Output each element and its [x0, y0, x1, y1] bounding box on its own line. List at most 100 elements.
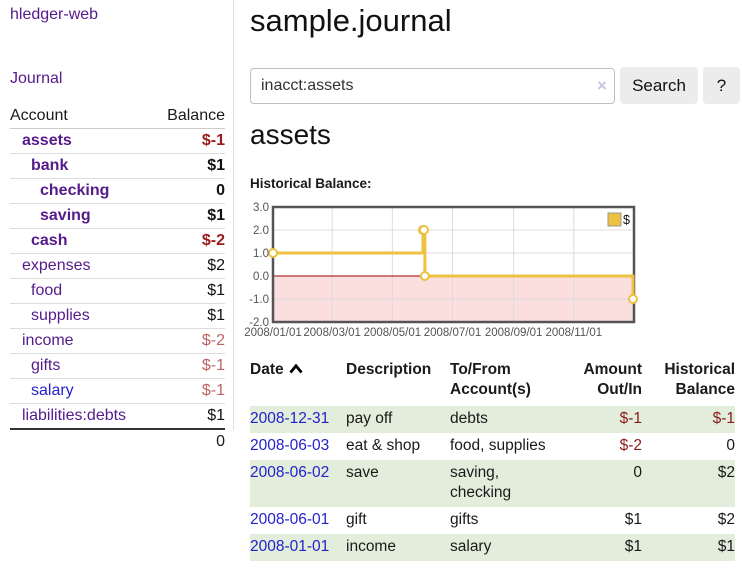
transaction-date-link[interactable]: 2008-12-31 — [250, 409, 330, 427]
sort-ascending-icon — [289, 364, 303, 374]
header-balance: Historical Balance — [664, 361, 735, 398]
account-link[interactable]: bank — [31, 157, 69, 174]
svg-text:2008/03/01: 2008/03/01 — [303, 327, 361, 339]
account-balance: $1 — [155, 278, 225, 304]
transaction-balance: $1 — [717, 538, 735, 556]
transaction-amount: $-2 — [619, 436, 642, 454]
account-link[interactable]: supplies — [31, 307, 90, 324]
transaction-row: 2008-06-01 gift gifts $1 $2 — [250, 507, 735, 534]
account-balance: $-1 — [155, 378, 225, 404]
account-row: gifts $-1 — [10, 353, 225, 379]
transaction-date-link[interactable]: 2008-06-03 — [250, 436, 330, 454]
transaction-amount: 0 — [633, 463, 642, 481]
historical-balance-chart: $3.0 2.0 1.0 0.0 -1.0 -2.0 2008/01/01 2008/03/0… — [240, 198, 742, 346]
chart-title: Historical Balance: — [250, 176, 372, 191]
transactions-header-row: Date Description To/From Account(s) Amou… — [250, 360, 735, 406]
account-link[interactable]: liabilities:debts — [22, 407, 127, 424]
svg-text:$: $ — [623, 213, 630, 227]
transaction-row: 2008-01-01 income salary $1 $1 — [250, 534, 735, 562]
transaction-balance: 0 — [726, 436, 735, 454]
page-title: sample.journal — [250, 3, 452, 38]
account-row: checking 0 — [10, 178, 225, 204]
transaction-description: eat & shop — [346, 436, 421, 454]
help-button[interactable]: ? — [703, 67, 740, 104]
header-accounts: To/From Account(s) — [450, 361, 531, 398]
account-balance: $1 — [155, 203, 225, 229]
account-link[interactable]: checking — [40, 182, 110, 199]
accounts-total-spacer — [10, 428, 155, 454]
account-row: assets $-1 — [10, 128, 225, 154]
transaction-date-link[interactable]: 2008-06-01 — [250, 511, 330, 529]
transaction-description: gift — [346, 511, 367, 529]
accounts-header-account: Account — [10, 104, 155, 129]
account-link[interactable]: cash — [31, 232, 68, 249]
transaction-accounts: gifts — [450, 511, 479, 529]
account-balance: 0 — [155, 178, 225, 204]
transaction-date-link[interactable]: 2008-06-02 — [250, 463, 330, 481]
account-row: cash $-2 — [10, 228, 225, 254]
svg-text:2008/11/01: 2008/11/01 — [545, 327, 602, 339]
svg-text:-2.0: -2.0 — [249, 317, 269, 329]
accounts-table: Account Balance assets $-1 bank $1 check… — [10, 104, 225, 454]
transaction-row: 2008-06-03 eat & shop food, supplies $-2… — [250, 433, 735, 460]
svg-text:2008/05/01: 2008/05/01 — [364, 327, 422, 339]
account-balance: $1 — [155, 303, 225, 329]
sidebar-item-journal[interactable]: Journal — [10, 70, 63, 87]
account-heading: assets — [250, 119, 331, 150]
transaction-description: income — [346, 538, 396, 556]
account-balance: $1 — [155, 153, 225, 179]
account-row: income $-2 — [10, 328, 225, 354]
account-link[interactable]: income — [22, 332, 74, 349]
search-button[interactable]: Search — [620, 67, 698, 104]
accounts-total-value: 0 — [155, 428, 225, 454]
transaction-balance: $-1 — [712, 409, 735, 427]
accounts-total-row: 0 — [10, 428, 225, 454]
accounts-table-header: Account Balance — [10, 104, 225, 129]
svg-text:0.0: 0.0 — [253, 271, 269, 283]
account-link[interactable]: expenses — [22, 257, 91, 274]
account-balance: $1 — [155, 403, 225, 430]
clear-search-icon[interactable]: × — [597, 76, 607, 95]
account-link[interactable]: assets — [22, 132, 72, 149]
header-amount: Amount Out/In — [583, 361, 642, 398]
account-row: expenses $2 — [10, 253, 225, 279]
svg-text:2008/01/01: 2008/01/01 — [244, 327, 302, 339]
svg-text:2008/09/01: 2008/09/01 — [485, 327, 543, 339]
transaction-row: 2008-06-02 save saving, checking 0 $2 — [250, 459, 735, 508]
account-row: salary $-1 — [10, 378, 225, 404]
account-balance: $-1 — [155, 353, 225, 379]
sidebar-divider — [233, 0, 234, 430]
transaction-date-link[interactable]: 2008-01-01 — [250, 538, 330, 556]
header-description: Description — [346, 361, 432, 378]
transactions-table: Date Description To/From Account(s) Amou… — [250, 360, 735, 562]
transaction-amount: $1 — [624, 538, 642, 556]
accounts-header-balance: Balance — [155, 104, 225, 129]
svg-text:2008/07/01: 2008/07/01 — [424, 327, 482, 339]
transaction-amount: $-1 — [619, 409, 642, 427]
account-link[interactable]: food — [31, 282, 63, 299]
account-link[interactable]: salary — [31, 382, 74, 399]
transaction-accounts: saving, checking — [450, 463, 512, 502]
transaction-accounts: debts — [450, 409, 488, 427]
account-row: liabilities:debts $1 — [10, 403, 225, 430]
svg-text:3.0: 3.0 — [253, 202, 269, 214]
transaction-amount: $1 — [624, 511, 642, 529]
account-link[interactable]: saving — [40, 207, 91, 224]
transaction-description: pay off — [346, 409, 393, 427]
transaction-balance: $2 — [717, 511, 735, 529]
account-row: supplies $1 — [10, 303, 225, 329]
account-link[interactable]: gifts — [31, 357, 61, 374]
account-balance: $-2 — [155, 328, 225, 354]
transaction-balance: $2 — [717, 463, 735, 481]
search-input[interactable] — [250, 68, 615, 104]
transaction-row: 2008-12-31 pay off debts $-1 $-1 — [250, 405, 735, 433]
header-date[interactable]: Date — [250, 360, 346, 406]
account-balance: $2 — [155, 253, 225, 279]
account-balance: $-2 — [155, 228, 225, 254]
brand-link[interactable]: hledger-web — [10, 6, 99, 23]
transaction-accounts: salary — [450, 538, 492, 556]
account-balance: $-1 — [155, 128, 225, 154]
transaction-description: save — [346, 463, 379, 481]
